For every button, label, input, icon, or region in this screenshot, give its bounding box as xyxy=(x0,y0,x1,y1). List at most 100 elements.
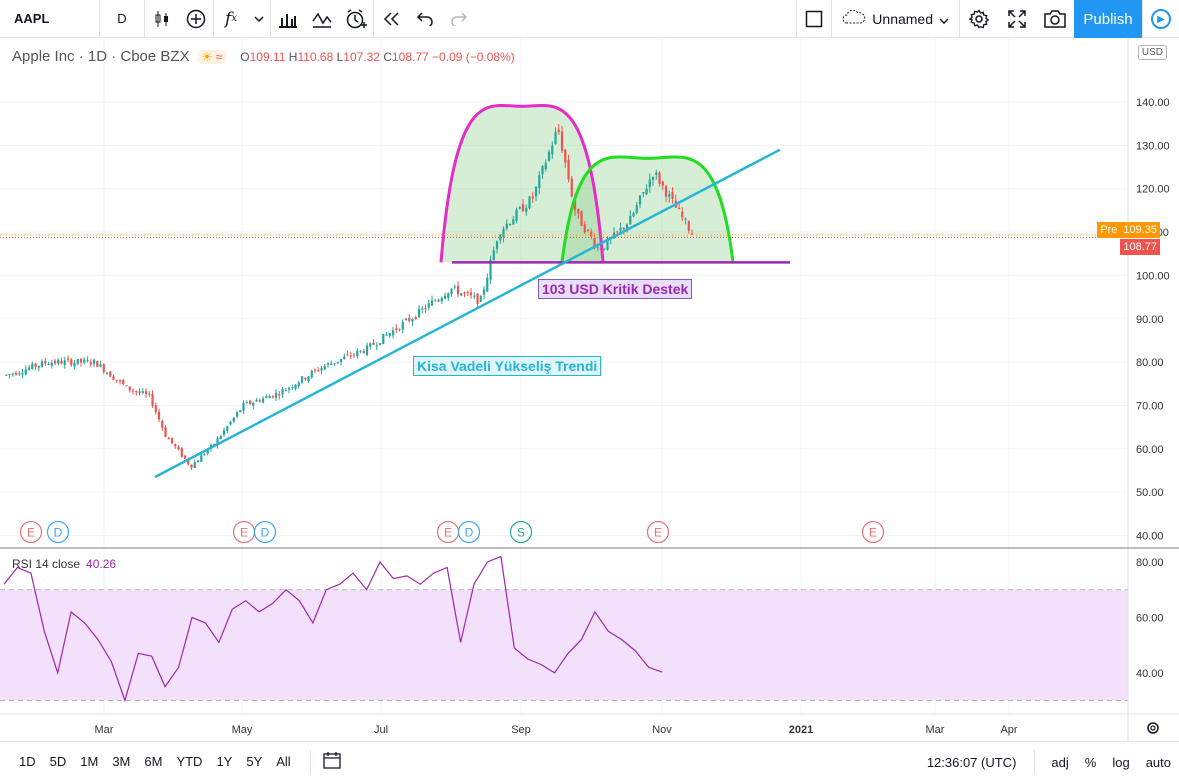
candle xyxy=(53,358,57,366)
candle-body xyxy=(50,362,53,366)
event-marker[interactable]: E xyxy=(861,520,885,544)
candle xyxy=(92,358,96,368)
chart-canvas[interactable]: 140.00130.00120.00110.00100.0090.0080.00… xyxy=(0,38,1179,741)
trend-annotation[interactable]: Kisa Vadeli Yükseliş Trendi xyxy=(413,356,602,376)
candle-body xyxy=(476,293,479,305)
percent-toggle[interactable]: % xyxy=(1084,754,1097,770)
currency-label[interactable]: USD xyxy=(1137,45,1167,60)
layout-name-button[interactable]: Unnamed xyxy=(832,0,959,38)
candle xyxy=(632,211,635,218)
gear-icon[interactable] xyxy=(960,0,998,38)
interval-button[interactable]: D xyxy=(117,11,127,26)
candle-body xyxy=(174,444,177,447)
candle xyxy=(655,169,658,180)
event-marker[interactable]: E xyxy=(19,520,43,544)
event-marker[interactable]: D xyxy=(457,520,481,544)
candle-body xyxy=(544,163,547,170)
last-price-tag: 108.77 xyxy=(1120,239,1160,255)
event-marker[interactable]: E xyxy=(646,520,670,544)
range-1m[interactable]: 1M xyxy=(80,754,99,769)
play-button[interactable]: ▶ xyxy=(1142,0,1179,38)
candle-body xyxy=(151,393,154,406)
range-5d[interactable]: 5D xyxy=(49,754,67,769)
candle xyxy=(180,447,183,458)
indicators-icon[interactable] xyxy=(305,0,339,38)
square-icon[interactable] xyxy=(797,0,831,38)
range-6m[interactable]: 6M xyxy=(144,754,163,769)
alert-icon[interactable] xyxy=(339,0,373,38)
candle-body xyxy=(14,372,18,375)
candle-body xyxy=(138,391,141,393)
event-marker[interactable]: S xyxy=(509,520,533,544)
candle-body xyxy=(248,400,252,404)
range-1y[interactable]: 1Y xyxy=(216,754,233,769)
candle-body xyxy=(183,455,187,459)
candle-body xyxy=(300,376,304,383)
candle-body xyxy=(681,211,684,218)
event-marker[interactable]: E xyxy=(232,520,256,544)
replay-icon[interactable] xyxy=(374,0,408,38)
candle-body xyxy=(551,145,554,155)
rsi-legend[interactable]: RSI 14 close 40.26 xyxy=(12,557,116,571)
candle-body xyxy=(258,400,261,402)
candle xyxy=(512,215,515,225)
candle xyxy=(479,294,482,302)
candle xyxy=(190,464,193,470)
candle-body xyxy=(456,285,460,295)
candle-body xyxy=(365,345,369,356)
chevron-down-icon[interactable] xyxy=(248,0,270,38)
candle xyxy=(638,195,642,209)
fullscreen-icon[interactable] xyxy=(998,0,1036,38)
market-status-icons[interactable]: ☀ ≈ xyxy=(197,49,227,64)
candle xyxy=(323,364,326,371)
cloud-icon xyxy=(842,9,866,27)
range-1d[interactable]: 1D xyxy=(19,754,36,769)
adj-toggle[interactable]: adj xyxy=(1051,754,1069,770)
candle-body xyxy=(310,371,313,378)
symbol-search[interactable]: AAPL xyxy=(0,0,100,38)
candle-body xyxy=(460,293,463,296)
candle xyxy=(96,360,99,367)
candle-body xyxy=(336,361,339,363)
auto-toggle[interactable]: auto xyxy=(1145,754,1171,770)
redo-icon[interactable] xyxy=(442,0,476,38)
time-tick-label: Apr xyxy=(1000,724,1017,736)
support-annotation[interactable]: 103 USD Kritik Destek xyxy=(538,279,693,299)
calendar-icon[interactable] xyxy=(323,751,341,772)
range-all[interactable]: All xyxy=(276,754,291,769)
candle-body xyxy=(450,288,453,294)
candle xyxy=(567,154,570,183)
rsi-label: RSI 14 close xyxy=(12,557,81,571)
candle xyxy=(193,459,196,469)
axis-settings-gear-icon[interactable] xyxy=(1147,722,1159,734)
range-ytd[interactable]: YTD xyxy=(176,754,203,769)
event-marker[interactable]: D xyxy=(253,520,277,544)
candle xyxy=(499,233,502,244)
candle xyxy=(320,365,323,375)
chart-title[interactable]: Apple Inc · 1D · Cboe BZX xyxy=(12,48,190,65)
clock-time[interactable]: 12:36:07 (UTC) xyxy=(926,754,1017,770)
candle xyxy=(239,409,242,413)
candle xyxy=(86,356,89,363)
candle xyxy=(443,292,447,300)
candle xyxy=(235,410,239,419)
plus-circle-icon[interactable] xyxy=(179,0,213,38)
candle xyxy=(252,401,255,410)
log-toggle[interactable]: log xyxy=(1112,754,1130,770)
candle-body xyxy=(541,166,544,175)
event-marker[interactable]: E xyxy=(436,520,460,544)
range-3m[interactable]: 3M xyxy=(112,754,131,769)
candle xyxy=(453,284,456,290)
time-tick-label: Jul xyxy=(374,724,388,736)
candle-body xyxy=(63,360,66,365)
bar-chart-icon[interactable] xyxy=(271,0,305,38)
candles-icon[interactable] xyxy=(145,0,179,38)
undo-icon[interactable] xyxy=(408,0,442,38)
event-marker[interactable]: D xyxy=(46,520,70,544)
candle xyxy=(183,455,187,460)
candle xyxy=(242,400,245,414)
publish-button[interactable]: Publish xyxy=(1074,0,1142,38)
camera-icon[interactable] xyxy=(1036,0,1074,38)
range-5y[interactable]: 5Y xyxy=(246,754,263,769)
